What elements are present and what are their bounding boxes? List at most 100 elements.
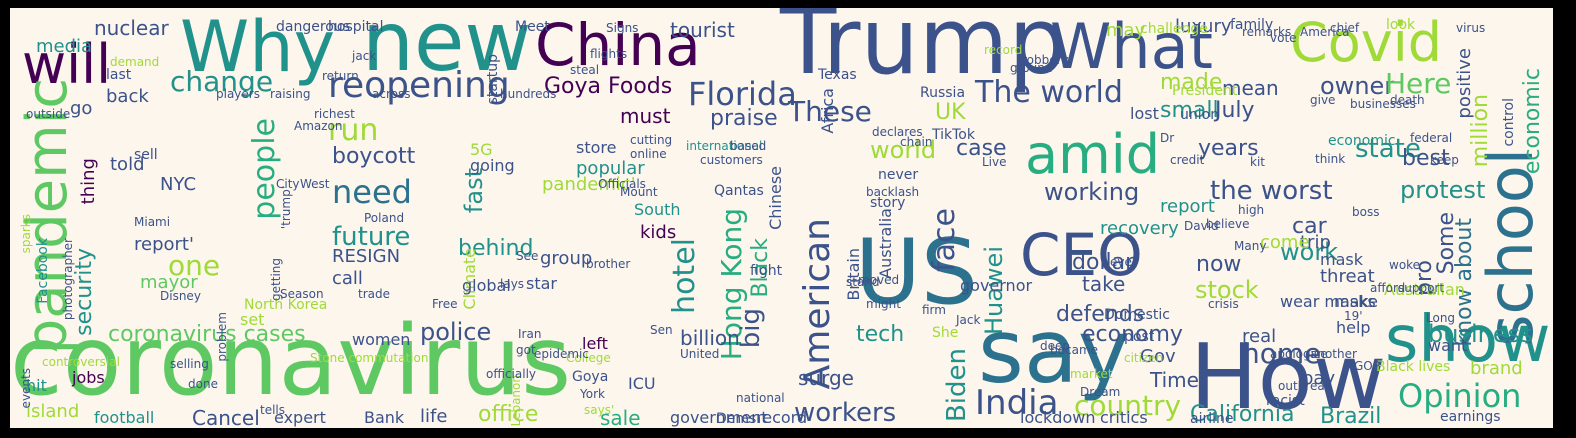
word: record xyxy=(756,408,808,427)
word: amid xyxy=(1025,123,1160,186)
word: raising xyxy=(270,87,311,101)
word: help xyxy=(1336,318,1371,337)
word: firm xyxy=(922,303,946,317)
word: support xyxy=(1398,281,1445,295)
word: York xyxy=(580,387,605,401)
word: coronavirus xyxy=(10,305,572,417)
word: These xyxy=(788,95,872,128)
word: virus xyxy=(1456,21,1486,35)
word: international xyxy=(686,139,763,153)
word: Dems xyxy=(716,411,757,427)
word: world xyxy=(870,136,937,164)
word: people xyxy=(247,118,282,220)
word: America xyxy=(1300,25,1350,39)
word: case xyxy=(956,136,1007,161)
word: businesses xyxy=(1350,97,1416,111)
word: protest xyxy=(1400,176,1486,204)
word: mayor xyxy=(140,272,198,293)
word: set xyxy=(240,310,265,329)
word: The world xyxy=(975,75,1123,110)
word: Bank xyxy=(364,408,405,427)
word: July xyxy=(1215,98,1255,123)
word: US xyxy=(855,220,979,325)
word: story xyxy=(870,195,906,211)
word: praise xyxy=(710,106,778,131)
word: think xyxy=(1315,152,1346,166)
word: brand xyxy=(1470,358,1523,379)
word: critics xyxy=(1100,408,1148,427)
word: kids xyxy=(640,222,677,243)
word: reopening xyxy=(328,65,510,106)
word: citizen xyxy=(1124,351,1164,365)
word: stock xyxy=(1195,276,1259,304)
word: American xyxy=(797,218,838,390)
word: state xyxy=(1355,134,1421,164)
word: face xyxy=(927,208,962,272)
word: chain xyxy=(900,135,933,149)
word: Russia xyxy=(920,85,966,101)
word: never xyxy=(878,167,919,183)
word: mean xyxy=(1222,76,1279,100)
word: racist xyxy=(1266,393,1305,409)
word: pandemic' xyxy=(542,174,636,195)
word: Disney xyxy=(160,289,201,303)
word: Miami xyxy=(134,215,171,229)
word: says' xyxy=(584,403,615,417)
word: Qantas xyxy=(714,183,764,199)
word: back xyxy=(106,86,149,107)
word: boycott xyxy=(332,144,416,169)
word: credit xyxy=(1170,153,1205,167)
word: players xyxy=(216,87,260,101)
word: last xyxy=(106,67,132,83)
word: dangerous xyxy=(276,19,351,35)
word: big xyxy=(736,308,766,349)
word: South xyxy=(634,200,681,219)
word: CEO xyxy=(1020,221,1143,289)
word: Australia xyxy=(876,208,895,279)
word: Signs xyxy=(606,21,639,35)
word: outbreak xyxy=(1278,379,1332,393)
word: Florida xyxy=(688,75,797,113)
word: ICU xyxy=(628,374,656,393)
word: Free xyxy=(432,297,458,311)
word: need xyxy=(332,173,412,211)
word: Texas xyxy=(818,67,857,83)
word: President xyxy=(1172,83,1238,99)
word: tells xyxy=(260,403,286,417)
word: customers xyxy=(700,153,763,167)
word: expert xyxy=(274,408,326,427)
word: 5G xyxy=(470,140,493,159)
word: future xyxy=(332,222,411,252)
word: cutting xyxy=(630,133,673,147)
word: became xyxy=(1050,343,1099,357)
word: getting xyxy=(269,258,283,301)
word: Mount xyxy=(620,185,658,199)
word: tourist xyxy=(670,18,735,42)
word: report xyxy=(1160,196,1215,217)
word: India xyxy=(975,383,1059,423)
word: College xyxy=(566,351,611,365)
word: selling xyxy=(170,357,209,371)
word: jobs xyxy=(72,368,105,387)
word: home xyxy=(1242,337,1322,370)
word: Goya Foods xyxy=(544,74,673,99)
word-cloud-canvas: coronavirus Trump new Why China What Covid will… xyxy=(10,8,1553,428)
word: told xyxy=(110,154,145,175)
word: call xyxy=(332,268,363,289)
word: David xyxy=(1184,219,1219,233)
word: Brazil xyxy=(1320,404,1382,428)
word: may xyxy=(1106,20,1146,41)
word: Iran xyxy=(518,327,542,341)
word: NYC xyxy=(160,174,197,195)
word: dollar xyxy=(1072,250,1135,275)
word: best xyxy=(1402,146,1450,171)
word: mask xyxy=(1320,250,1363,269)
word: owner xyxy=(1320,72,1395,100)
word: done xyxy=(188,377,218,391)
word: national xyxy=(736,391,785,405)
word-cloud: coronavirus Trump new Why China What Covid will… xyxy=(10,8,1553,428)
word: high xyxy=(1238,203,1265,217)
word: sale xyxy=(600,406,641,428)
word: What xyxy=(1050,10,1213,83)
word: the worst xyxy=(1210,176,1333,206)
